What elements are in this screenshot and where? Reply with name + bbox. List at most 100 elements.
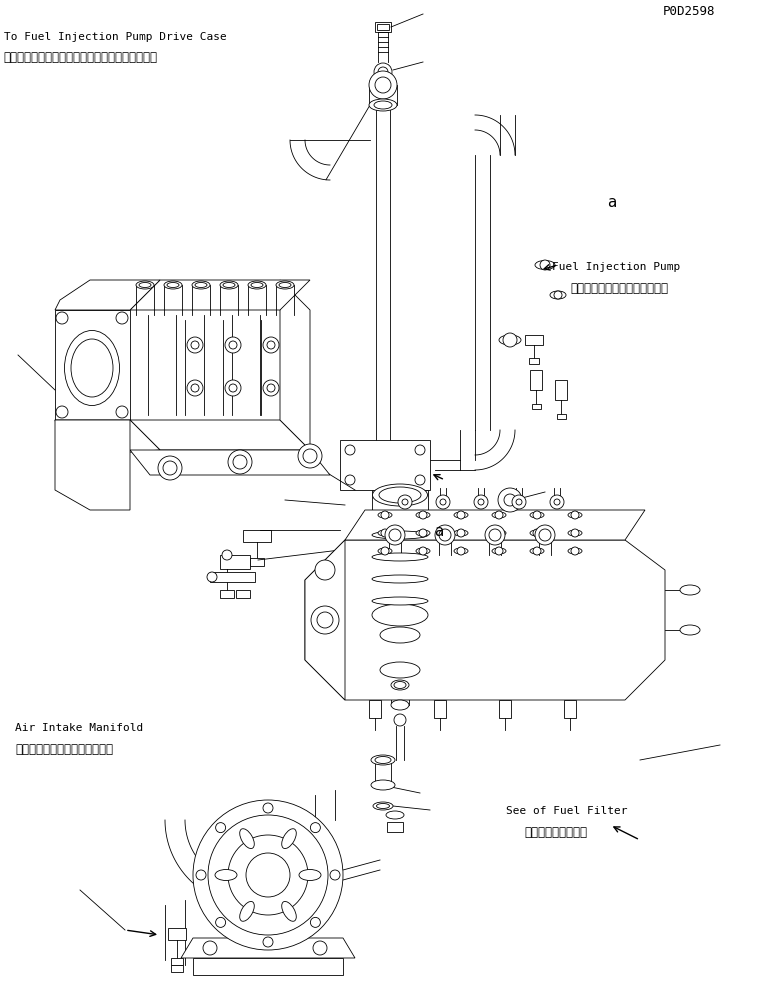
Polygon shape [130,280,310,310]
Bar [529,358,539,364]
Bar [375,22,391,32]
Circle shape [207,572,217,582]
Bar [532,554,541,560]
Polygon shape [130,420,310,450]
Ellipse shape [371,755,395,765]
Circle shape [310,823,320,833]
Ellipse shape [530,548,544,554]
Circle shape [222,550,232,560]
Ellipse shape [394,682,406,689]
Circle shape [163,461,177,475]
Ellipse shape [248,281,266,289]
Ellipse shape [391,680,409,690]
Ellipse shape [195,282,207,287]
Ellipse shape [279,282,291,287]
Ellipse shape [167,282,179,287]
Circle shape [208,815,328,935]
Circle shape [489,529,501,541]
Ellipse shape [139,282,151,287]
Circle shape [389,529,401,541]
Bar [530,520,542,538]
Bar [168,928,186,940]
Circle shape [116,312,128,324]
Circle shape [116,406,128,418]
Circle shape [313,941,327,955]
Ellipse shape [380,662,420,678]
Bar [220,590,234,598]
Ellipse shape [299,870,321,881]
Circle shape [225,337,241,353]
Ellipse shape [492,512,506,518]
Ellipse shape [416,512,430,518]
Ellipse shape [215,870,237,881]
Circle shape [381,511,389,519]
Ellipse shape [136,281,154,289]
Text: P0D2598: P0D2598 [663,5,715,18]
Text: エアーインテークマニホールド: エアーインテークマニホールド [15,743,113,756]
Ellipse shape [454,512,468,518]
Bar [434,700,446,718]
Bar [171,965,183,972]
Bar [555,518,567,536]
Ellipse shape [240,902,254,921]
Ellipse shape [220,281,238,289]
Circle shape [215,917,226,927]
Ellipse shape [372,531,428,539]
Circle shape [419,529,427,537]
Circle shape [263,337,279,353]
Circle shape [571,511,579,519]
Ellipse shape [535,260,555,269]
Circle shape [311,606,339,634]
Ellipse shape [454,530,468,536]
Circle shape [215,823,226,833]
Bar [369,700,381,718]
Text: Fuel Injection Pump: Fuel Injection Pump [552,262,679,272]
Circle shape [229,341,237,349]
Bar [340,440,430,490]
Text: See of Fuel Filter: See of Fuel Filter [506,806,627,816]
Circle shape [415,475,425,485]
Circle shape [394,714,406,726]
Ellipse shape [64,330,119,405]
Ellipse shape [391,700,409,710]
Circle shape [535,525,555,545]
Circle shape [478,499,484,505]
Ellipse shape [377,804,389,809]
Ellipse shape [416,530,430,536]
Ellipse shape [251,282,263,287]
Circle shape [193,800,343,950]
Circle shape [533,547,541,555]
Ellipse shape [378,530,392,536]
Ellipse shape [71,339,113,397]
Circle shape [419,547,427,555]
Ellipse shape [530,512,544,518]
Circle shape [381,529,389,537]
Ellipse shape [492,548,506,554]
Ellipse shape [373,802,393,810]
Ellipse shape [499,335,521,345]
Circle shape [516,499,522,505]
Ellipse shape [454,548,468,554]
Text: フェルフィルタ参照: フェルフィルタ参照 [525,826,588,839]
Circle shape [196,870,206,880]
Circle shape [435,525,455,545]
Bar [387,822,403,832]
Ellipse shape [530,530,544,536]
Ellipse shape [282,902,296,921]
Circle shape [402,499,408,505]
Ellipse shape [276,281,294,289]
Polygon shape [55,420,160,455]
Bar [557,414,566,419]
Circle shape [398,495,412,509]
Circle shape [345,475,355,485]
Circle shape [498,488,522,512]
Circle shape [229,384,237,392]
Ellipse shape [379,487,421,503]
Circle shape [504,494,516,506]
Bar [236,590,250,598]
Circle shape [457,529,465,537]
Bar [564,700,576,718]
Circle shape [550,495,564,509]
Circle shape [246,853,290,897]
Circle shape [310,917,320,927]
